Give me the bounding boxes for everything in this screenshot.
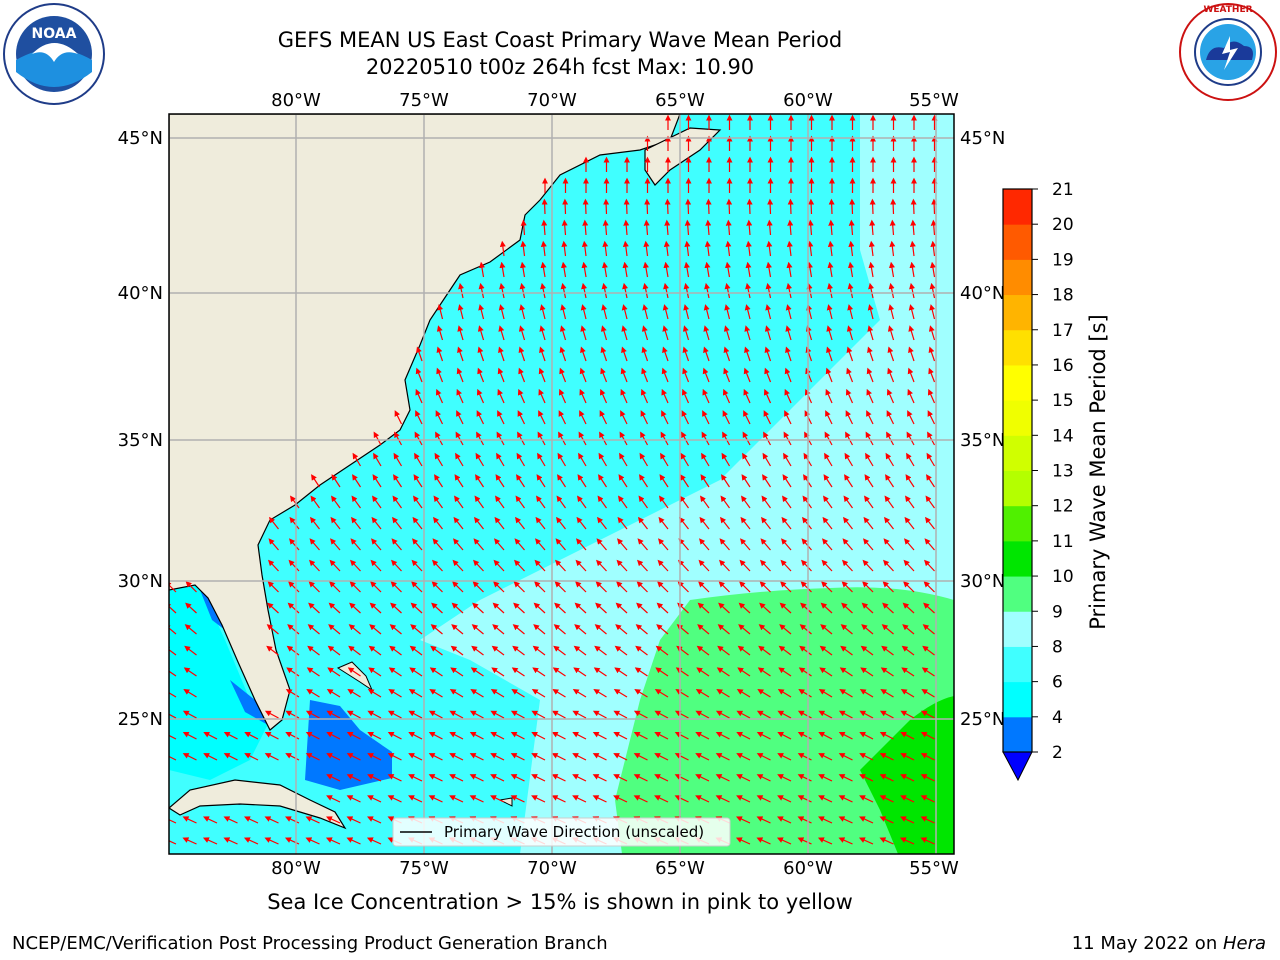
lon-label-top: 80°W [271, 90, 321, 111]
lat-label-right: 45°N [960, 128, 1005, 149]
colorbar-tick-label: 19 [1052, 250, 1074, 270]
colorbar-tick-label: 10 [1052, 567, 1074, 587]
colorbar-tick-label: 4 [1052, 708, 1063, 728]
wave-direction-arrow [585, 201, 586, 214]
wave-direction-arrow [667, 201, 668, 214]
colorbar-tick-label: 11 [1052, 532, 1074, 552]
lat-label-right: 35°N [960, 430, 1005, 451]
colorbar-segment [1003, 576, 1032, 612]
date-label: 11 May 2022 on [1072, 933, 1223, 954]
wave-direction-arrow [708, 201, 709, 214]
lon-label-bottom: 60°W [783, 858, 833, 879]
colorbar-tick-label: 12 [1052, 497, 1074, 517]
lon-label-top: 65°W [655, 90, 705, 111]
colorbar-segment [1003, 259, 1032, 295]
wave-direction-arrow [934, 201, 935, 214]
colorbar-tick-label: 13 [1052, 462, 1074, 482]
colorbar-segment [1003, 541, 1032, 577]
lon-label-top: 75°W [399, 90, 449, 111]
colorbar-tick-label: 2 [1052, 743, 1063, 763]
wave-direction-arrow [749, 201, 750, 214]
colorbar-tick-label: 8 [1052, 637, 1063, 657]
wave-direction-arrow [565, 201, 566, 214]
lat-label-left: 45°N [118, 128, 163, 149]
colorbar-segment [1003, 717, 1032, 753]
colorbar-under-triangle [1003, 752, 1032, 780]
colorbar-segment [1003, 400, 1032, 436]
colorbar: 2 4 6 8 9 10 11 12 13 14 15 16 17 18 19 20 21 Primary Wa… [1003, 180, 1110, 780]
lat-label-right: 30°N [960, 571, 1005, 592]
colorbar-segment [1003, 646, 1032, 682]
colorbar-tick-label: 20 [1052, 215, 1074, 235]
colorbar-segment [1003, 435, 1032, 471]
credit-text: NCEP/EMC/Verification Post Processing Pr… [12, 933, 608, 954]
wave-direction-arrow [606, 201, 607, 214]
map-legend: Primary Wave Direction (unscaled) [393, 818, 730, 846]
map-plot-area [164, 114, 954, 854]
lat-label-right: 25°N [960, 709, 1005, 730]
wave-direction-arrow [790, 201, 791, 214]
lon-label-bottom: 80°W [271, 858, 321, 879]
colorbar-segment [1003, 506, 1032, 542]
lon-label-top: 60°W [783, 90, 833, 111]
date-text: 11 May 2022 on Hera [1072, 933, 1266, 954]
colorbar-tick-label: 15 [1052, 391, 1074, 411]
wave-direction-arrow [913, 201, 914, 214]
colorbar-tick-label: 9 [1052, 602, 1063, 622]
colorbar-tick-label: 18 [1052, 286, 1074, 306]
wave-direction-arrow [647, 201, 648, 214]
wave-direction-arrow [688, 201, 689, 214]
wave-direction-arrow [872, 201, 873, 214]
colorbar-tick-label: 21 [1052, 180, 1074, 200]
wave-direction-arrow [893, 201, 894, 214]
colorbar-tick-label: 6 [1052, 673, 1063, 693]
colorbar-segment [1003, 471, 1032, 507]
colorbar-segment [1003, 224, 1032, 260]
colorbar-tick-label: 16 [1052, 356, 1074, 376]
colorbar-tick-label: 14 [1052, 426, 1074, 446]
lat-label-left: 30°N [118, 571, 163, 592]
lat-label-left: 35°N [118, 430, 163, 451]
wave-direction-arrow [729, 201, 730, 214]
lat-label-left: 25°N [118, 709, 163, 730]
sea-ice-note: Sea Ice Concentration > 15% is shown in … [160, 890, 960, 914]
colorbar-label: Primary Wave Mean Period [s] [1086, 314, 1110, 630]
colorbar-segment [1003, 365, 1032, 401]
lon-label-top: 70°W [527, 90, 577, 111]
wave-direction-arrow [626, 201, 627, 214]
colorbar-segment [1003, 682, 1032, 718]
colorbar-segment [1003, 295, 1032, 331]
colorbar-segment [1003, 611, 1032, 647]
colorbar-segment [1003, 189, 1032, 225]
legend-label: Primary Wave Direction (unscaled) [444, 823, 704, 841]
lon-label-bottom: 70°W [527, 858, 577, 879]
lon-label-top: 55°W [909, 90, 959, 111]
lat-label-right: 40°N [960, 283, 1005, 304]
wave-direction-arrow [811, 201, 812, 214]
colorbar-segment [1003, 330, 1032, 366]
lon-label-bottom: 75°W [399, 858, 449, 879]
wave-direction-arrow [544, 201, 545, 214]
wave-direction-arrow [770, 201, 771, 214]
lat-label-left: 40°N [118, 283, 163, 304]
wave-direction-arrow [852, 201, 853, 214]
wave-direction-arrow [831, 201, 832, 214]
lon-label-bottom: 65°W [655, 858, 705, 879]
colorbar-tick-label: 17 [1052, 321, 1074, 341]
lon-label-bottom: 55°W [909, 858, 959, 879]
machine-name: Hera [1223, 933, 1266, 954]
